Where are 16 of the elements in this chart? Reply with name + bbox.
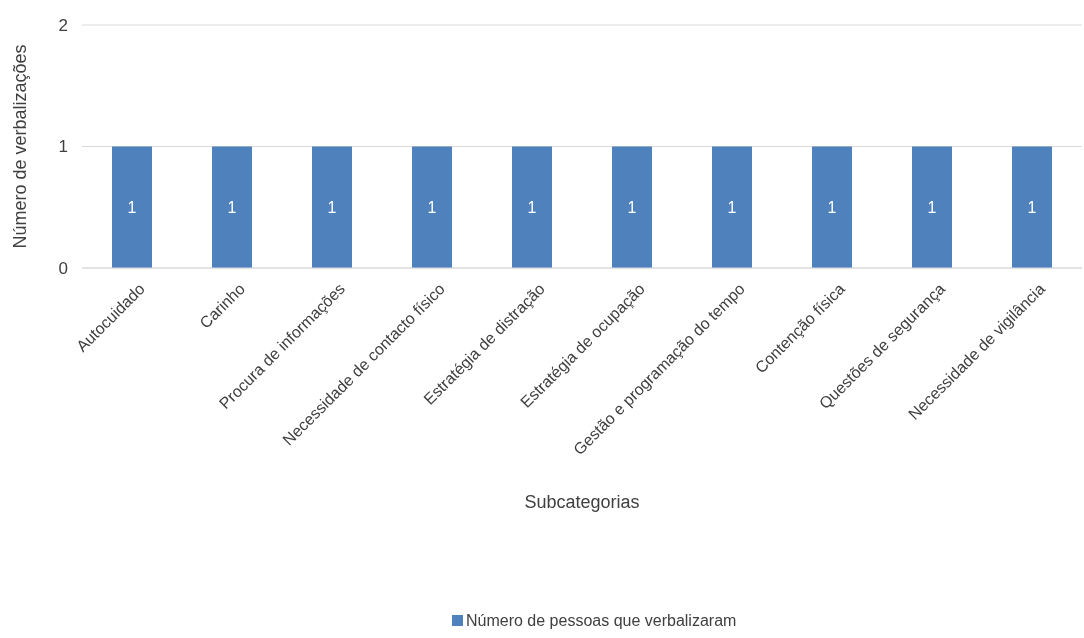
y-tick-label: 2 (58, 15, 68, 35)
x-axis-title: Subcategorias (524, 492, 640, 512)
data-label: 1 (827, 198, 837, 216)
data-label: 1 (327, 198, 337, 216)
y-tick-label: 1 (58, 137, 68, 157)
y-tick-label: 0 (58, 258, 68, 278)
data-label: 1 (527, 198, 537, 216)
data-label: 1 (727, 198, 737, 216)
data-label: 1 (127, 198, 137, 216)
data-label: 1 (427, 198, 437, 216)
data-label: 1 (627, 198, 637, 216)
data-label: 1 (927, 198, 937, 216)
data-label: 1 (227, 198, 237, 216)
y-axis-title: Número de verbalizações (10, 44, 30, 249)
data-label: 1 (1027, 198, 1037, 216)
legend-label: Número de pessoas que verbalizaram (466, 612, 737, 629)
